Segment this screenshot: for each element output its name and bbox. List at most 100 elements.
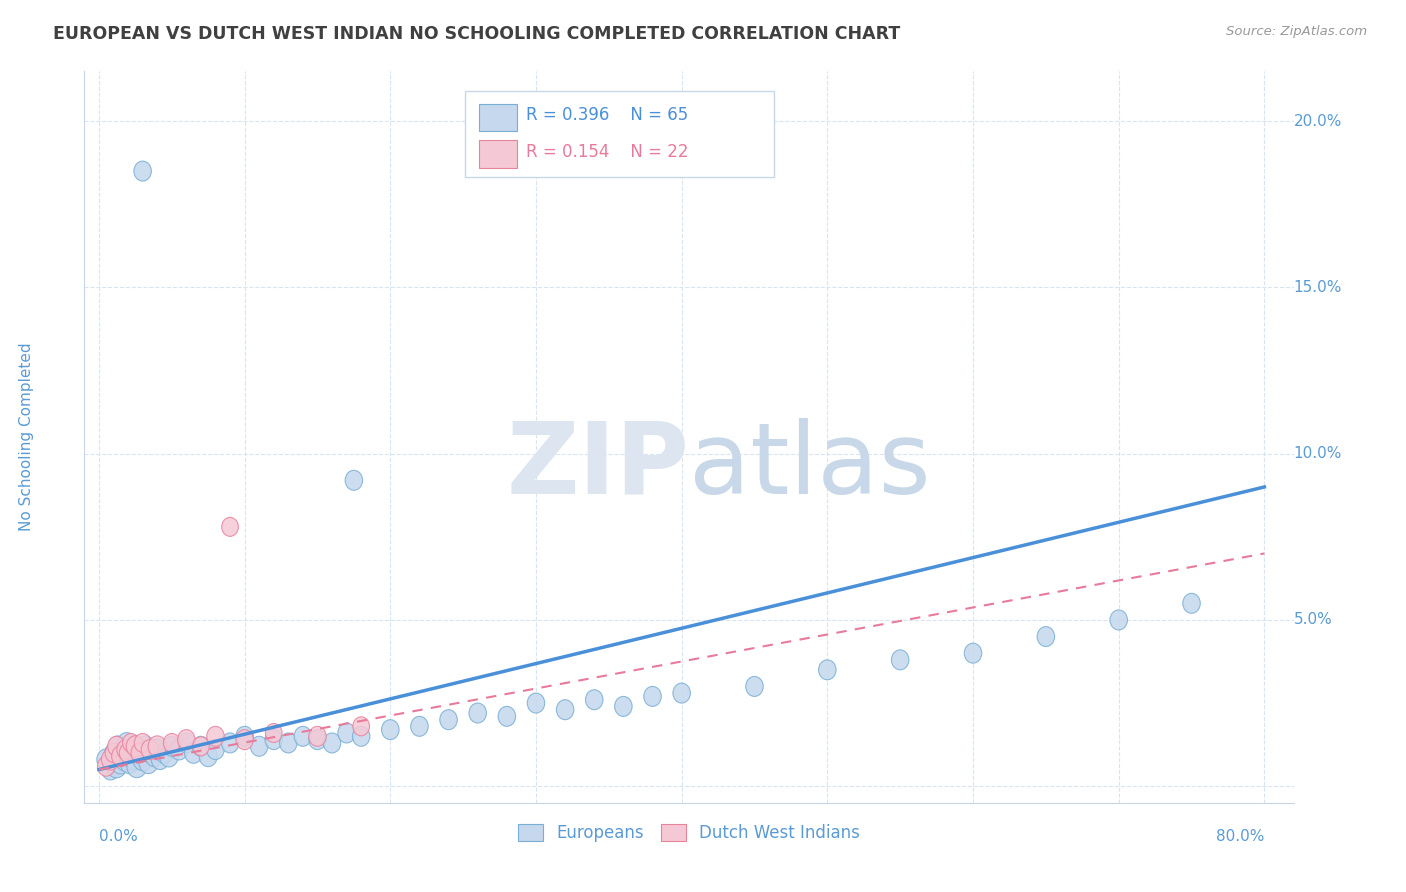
- Ellipse shape: [353, 726, 370, 747]
- Ellipse shape: [337, 723, 356, 743]
- Ellipse shape: [818, 660, 837, 680]
- Ellipse shape: [108, 736, 125, 756]
- Ellipse shape: [115, 748, 135, 771]
- Ellipse shape: [131, 743, 149, 763]
- Ellipse shape: [644, 687, 661, 706]
- Ellipse shape: [527, 693, 544, 713]
- Text: 5.0%: 5.0%: [1294, 613, 1333, 627]
- Ellipse shape: [585, 690, 603, 710]
- Ellipse shape: [134, 161, 152, 181]
- Ellipse shape: [118, 732, 135, 754]
- Ellipse shape: [965, 643, 981, 663]
- Ellipse shape: [112, 746, 132, 767]
- Ellipse shape: [152, 749, 169, 770]
- Ellipse shape: [207, 726, 224, 747]
- Ellipse shape: [111, 746, 129, 766]
- Ellipse shape: [200, 746, 218, 766]
- Ellipse shape: [148, 739, 166, 760]
- Text: EUROPEAN VS DUTCH WEST INDIAN NO SCHOOLING COMPLETED CORRELATION CHART: EUROPEAN VS DUTCH WEST INDIAN NO SCHOOLI…: [53, 25, 901, 43]
- Ellipse shape: [1038, 626, 1054, 647]
- Ellipse shape: [129, 742, 148, 764]
- Ellipse shape: [280, 733, 297, 753]
- Ellipse shape: [163, 736, 180, 756]
- FancyBboxPatch shape: [478, 140, 517, 168]
- Ellipse shape: [97, 749, 115, 771]
- Ellipse shape: [135, 733, 150, 753]
- Ellipse shape: [614, 697, 633, 716]
- Ellipse shape: [163, 733, 180, 753]
- Ellipse shape: [101, 759, 120, 780]
- Ellipse shape: [222, 517, 239, 536]
- Text: 80.0%: 80.0%: [1216, 830, 1264, 845]
- Ellipse shape: [125, 749, 143, 770]
- Ellipse shape: [673, 683, 690, 703]
- Ellipse shape: [118, 741, 139, 765]
- Ellipse shape: [891, 650, 908, 670]
- Ellipse shape: [557, 699, 574, 720]
- Text: 10.0%: 10.0%: [1294, 446, 1341, 461]
- Ellipse shape: [1109, 610, 1128, 630]
- Ellipse shape: [120, 743, 136, 763]
- Ellipse shape: [353, 717, 370, 736]
- Ellipse shape: [250, 736, 269, 756]
- Text: ZIP: ZIP: [506, 417, 689, 515]
- FancyBboxPatch shape: [465, 91, 773, 178]
- Ellipse shape: [266, 723, 283, 742]
- Ellipse shape: [134, 748, 152, 771]
- Ellipse shape: [1182, 593, 1201, 614]
- Text: Source: ZipAtlas.com: Source: ZipAtlas.com: [1226, 25, 1367, 38]
- Ellipse shape: [236, 726, 253, 747]
- Ellipse shape: [139, 752, 157, 773]
- Ellipse shape: [127, 736, 145, 756]
- Ellipse shape: [107, 755, 127, 778]
- Ellipse shape: [127, 755, 146, 778]
- Ellipse shape: [156, 742, 173, 764]
- Ellipse shape: [136, 736, 155, 756]
- Ellipse shape: [148, 736, 166, 756]
- Ellipse shape: [323, 733, 340, 753]
- Ellipse shape: [193, 736, 209, 756]
- Ellipse shape: [142, 743, 160, 763]
- Text: 15.0%: 15.0%: [1294, 280, 1341, 295]
- Ellipse shape: [122, 739, 142, 761]
- Ellipse shape: [177, 733, 195, 753]
- Ellipse shape: [101, 749, 120, 770]
- Text: R = 0.154    N = 22: R = 0.154 N = 22: [526, 143, 688, 161]
- Ellipse shape: [131, 747, 149, 766]
- Ellipse shape: [309, 730, 326, 749]
- Text: No Schooling Completed: No Schooling Completed: [18, 343, 34, 532]
- Ellipse shape: [193, 737, 209, 756]
- Ellipse shape: [141, 739, 159, 760]
- Ellipse shape: [122, 747, 139, 766]
- Ellipse shape: [122, 733, 139, 753]
- Ellipse shape: [309, 726, 326, 747]
- Ellipse shape: [236, 730, 253, 749]
- Ellipse shape: [264, 730, 283, 749]
- Ellipse shape: [170, 739, 188, 760]
- Ellipse shape: [221, 733, 239, 753]
- Ellipse shape: [294, 726, 312, 747]
- Ellipse shape: [159, 746, 179, 767]
- Ellipse shape: [105, 743, 122, 763]
- Text: 0.0%: 0.0%: [98, 830, 138, 845]
- Ellipse shape: [117, 740, 134, 759]
- Ellipse shape: [745, 676, 763, 697]
- FancyBboxPatch shape: [478, 103, 517, 131]
- Ellipse shape: [108, 736, 127, 756]
- Ellipse shape: [127, 736, 145, 757]
- Ellipse shape: [120, 752, 139, 773]
- Text: 20.0%: 20.0%: [1294, 114, 1341, 128]
- Ellipse shape: [115, 739, 132, 760]
- Ellipse shape: [498, 706, 516, 726]
- Ellipse shape: [344, 470, 363, 491]
- Legend: Europeans, Dutch West Indians: Europeans, Dutch West Indians: [517, 824, 860, 842]
- Text: atlas: atlas: [689, 417, 931, 515]
- Ellipse shape: [97, 756, 115, 776]
- Ellipse shape: [145, 746, 163, 766]
- Text: R = 0.396    N = 65: R = 0.396 N = 65: [526, 106, 688, 124]
- Ellipse shape: [111, 752, 131, 774]
- Ellipse shape: [184, 742, 202, 764]
- Ellipse shape: [207, 739, 224, 760]
- Ellipse shape: [411, 716, 429, 736]
- Ellipse shape: [440, 710, 457, 730]
